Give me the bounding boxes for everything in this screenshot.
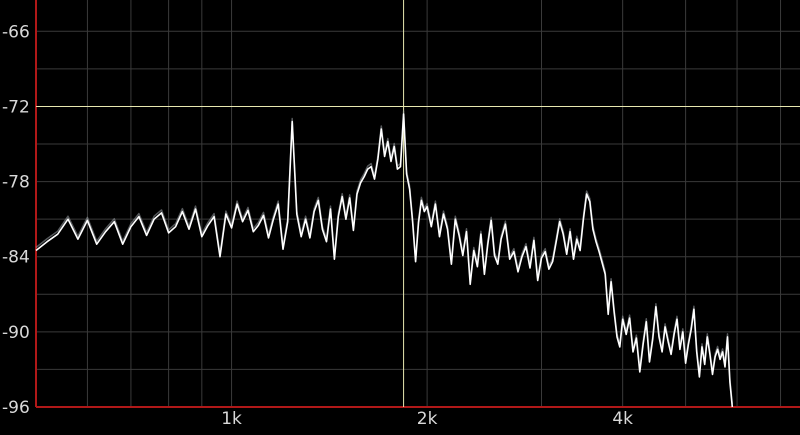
cursor-crosshair[interactable] <box>36 0 800 407</box>
x-tick-label: 4k <box>612 409 633 429</box>
x-tick-label: 2k <box>417 409 438 429</box>
y-tick-label: -72 <box>2 97 30 117</box>
y-tick-label: -66 <box>2 22 30 42</box>
spectrum-traces <box>35 110 734 408</box>
spectrum-trace <box>35 113 734 408</box>
tick-labels: -66 -72 -78 -84 -90 -96 1k 2k 4k <box>2 22 633 429</box>
y-tick-label: -90 <box>2 323 30 343</box>
y-tick-label: -84 <box>2 248 30 268</box>
y-tick-label: -78 <box>2 173 30 193</box>
axes <box>35 0 800 408</box>
y-tick-label: -96 <box>2 398 30 418</box>
x-tick-label: 1k <box>221 409 242 429</box>
